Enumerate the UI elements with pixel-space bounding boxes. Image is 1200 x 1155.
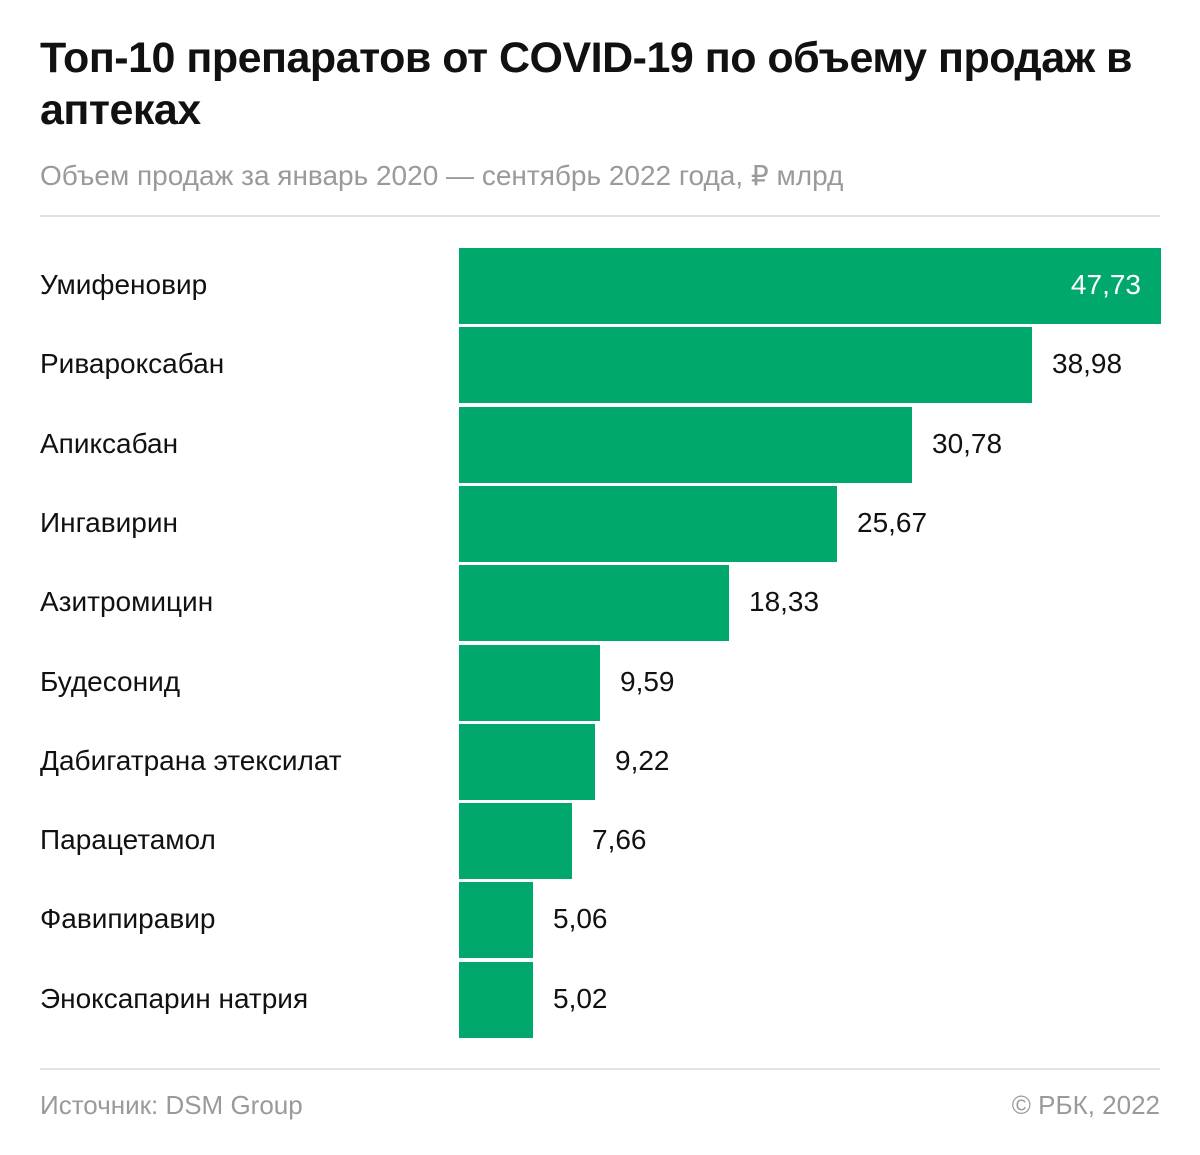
category-label: Фавипиравир	[40, 903, 216, 935]
top-divider	[40, 215, 1160, 217]
bar	[459, 407, 912, 483]
chart-subtitle: Объем продаж за январь 2020 — сентябрь 2…	[40, 160, 844, 191]
value-label: 9,22	[615, 744, 670, 776]
bar	[459, 803, 572, 879]
bar	[459, 882, 533, 958]
source-note: Источник: DSM Group	[40, 1090, 303, 1120]
value-label: 7,66	[592, 824, 647, 856]
bar	[459, 724, 595, 800]
bar	[459, 327, 1032, 403]
category-label: Азитромицин	[40, 586, 214, 618]
chart-title: Топ-10 препаратов от COVID-19 по объему …	[40, 34, 1132, 134]
value-label: 5,02	[553, 982, 608, 1014]
bar	[459, 962, 533, 1038]
copyright-note: © РБК, 2022	[1011, 1090, 1160, 1120]
bar	[459, 565, 729, 641]
category-label: Эноксапарин натрия	[40, 982, 309, 1014]
bar	[459, 248, 1161, 324]
bar	[459, 486, 837, 562]
value-label: 5,06	[553, 903, 608, 935]
bottom-divider	[40, 1068, 1160, 1070]
category-label: Дабигатрана этексилат	[40, 744, 342, 776]
value-label: 38,98	[1052, 348, 1123, 380]
value-label: 9,59	[620, 665, 675, 697]
value-label: 25,67	[857, 506, 928, 538]
value-label: 30,78	[932, 427, 1003, 459]
value-label: 47,73	[1070, 269, 1141, 300]
value-label: 18,33	[749, 586, 820, 618]
category-label: Умифеновир	[40, 269, 208, 300]
category-label: Ингавирин	[40, 506, 178, 538]
category-label: Ривароксабан	[40, 348, 225, 380]
category-label: Парацетамол	[40, 824, 216, 856]
bar	[459, 645, 600, 721]
category-label: Будесонид	[40, 665, 181, 697]
category-label: Апиксабан	[40, 427, 179, 459]
